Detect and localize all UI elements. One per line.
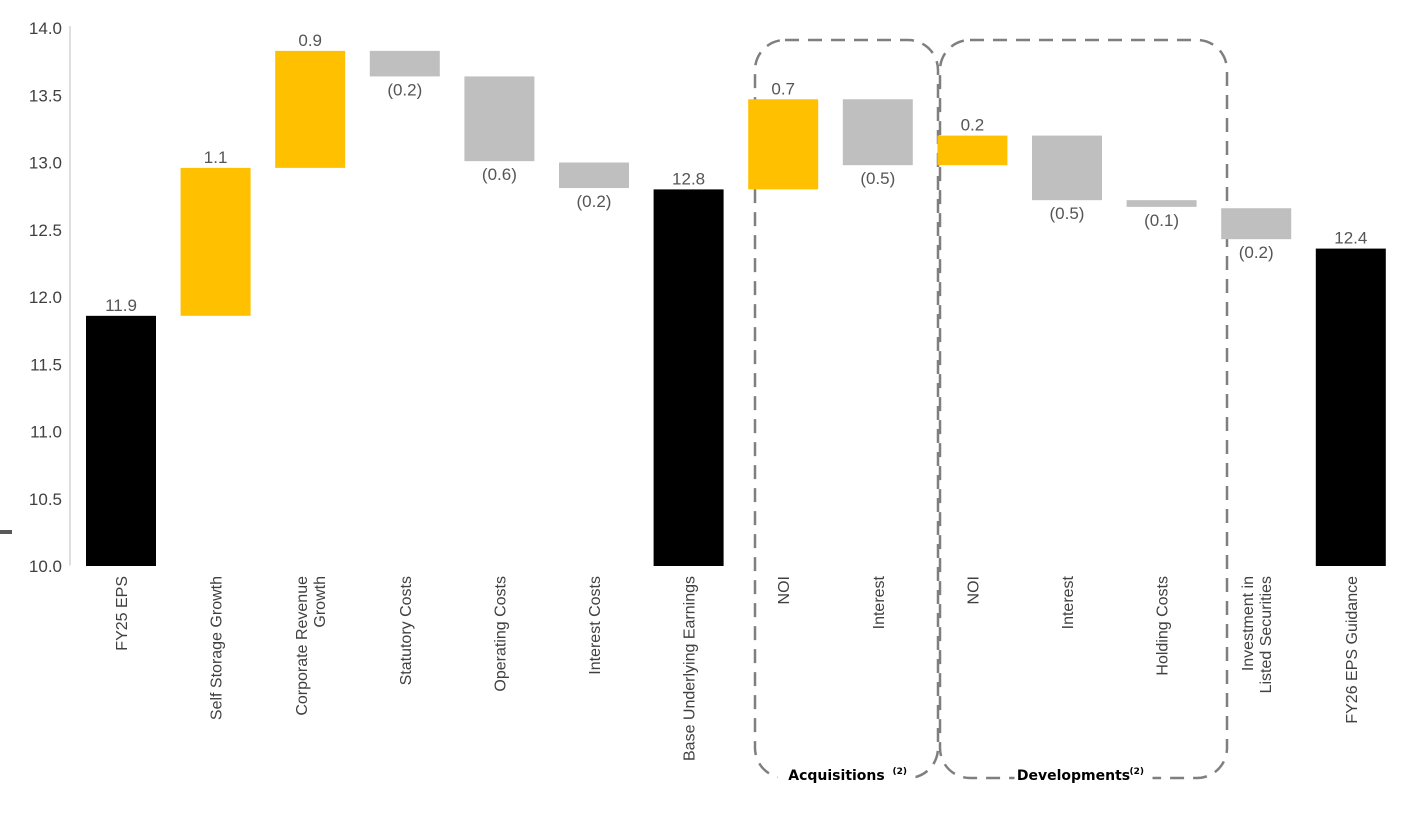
- category-label: Interest: [871, 575, 888, 629]
- category-label: Listed Securities: [1258, 576, 1275, 693]
- category-labels: FY25 EPS Self Storage Growth Corporate Rev…: [114, 575, 1361, 761]
- category-label: Self Storage Growth: [209, 576, 226, 720]
- category-label: Interest: [1060, 575, 1077, 629]
- data-label: 0.7: [771, 79, 795, 98]
- data-label: 12.4: [1334, 229, 1367, 248]
- category-label: Base Underlying Earnings: [682, 576, 699, 761]
- bar-increase: [748, 99, 819, 190]
- y-tick-label: 14.0: [29, 19, 62, 38]
- bar-decrease: [1126, 200, 1197, 207]
- y-tick-label: 13.0: [29, 154, 62, 173]
- category-label: Growth: [312, 576, 329, 628]
- group-superscript: (2): [893, 767, 908, 777]
- data-label: (0.6): [482, 165, 517, 184]
- category-label: Investment in: [1240, 576, 1257, 671]
- bar-increase: [180, 167, 251, 316]
- data-labels: 11.9 1.1 0.9 (0.2) (0.6) (0.2) 12.8 0.7 (0.5) 0.2…: [105, 31, 1367, 315]
- edge-marker: [0, 530, 12, 534]
- category-label: Corporate Revenue: [294, 576, 311, 716]
- group-label: Developments: [1017, 768, 1130, 784]
- category-label: Operating Costs: [492, 576, 509, 692]
- bar-increase: [937, 135, 1008, 166]
- category-label: Interest Costs: [587, 576, 604, 675]
- data-label: (0.5): [1050, 204, 1085, 223]
- bar-total: [1315, 248, 1386, 566]
- bar-increase: [275, 50, 346, 168]
- category-label: NOI: [965, 576, 982, 604]
- bars: [86, 50, 1386, 566]
- category-label: NOI: [776, 576, 793, 604]
- group-label-bg: [777, 763, 916, 787]
- y-tick-label: 10.5: [29, 490, 62, 509]
- y-tick-label: 13.5: [29, 86, 62, 105]
- group-boxes: Acquisitions (2) Developments (2): [753, 38, 1229, 787]
- data-label: (0.2): [387, 80, 422, 99]
- bar-total: [653, 189, 724, 566]
- data-label: 11.9: [105, 296, 137, 315]
- data-label: (0.5): [860, 169, 895, 188]
- bar-decrease: [369, 50, 440, 77]
- y-tick-label: 12.5: [29, 221, 62, 240]
- bar-decrease: [464, 76, 535, 162]
- bar-decrease: [1221, 208, 1292, 240]
- data-label: 1.1: [204, 148, 228, 167]
- category-label: Statutory Costs: [398, 576, 415, 685]
- data-label: 0.2: [961, 116, 985, 135]
- bar-total: [86, 315, 156, 566]
- y-tick-label: 12.0: [29, 288, 62, 307]
- category-label: FY25 EPS: [114, 576, 131, 651]
- y-tick-label: 11.0: [30, 423, 62, 442]
- y-tick-label: 10.0: [29, 557, 62, 576]
- axis-layer: 10.0 10.5 11.0 11.5 12.0 12.5 13.0 13.5 14.0: [0, 19, 1422, 576]
- data-label: 0.9: [298, 31, 322, 50]
- bar-decrease: [1032, 135, 1102, 201]
- group-label-bg: [1014, 763, 1153, 787]
- bar-decrease: [842, 99, 913, 166]
- data-label: 12.8: [672, 169, 705, 188]
- data-label: (0.1): [1144, 211, 1179, 230]
- category-label: FY26 EPS Guidance: [1344, 576, 1361, 724]
- group-label: Acquisitions: [788, 768, 884, 784]
- y-tick-label: 11.5: [30, 355, 62, 374]
- bar-decrease: [559, 162, 629, 189]
- data-label: (0.2): [577, 192, 612, 211]
- category-label: Holding Costs: [1155, 576, 1172, 676]
- group-superscript: (2): [1130, 767, 1145, 777]
- data-label: (0.2): [1239, 243, 1274, 262]
